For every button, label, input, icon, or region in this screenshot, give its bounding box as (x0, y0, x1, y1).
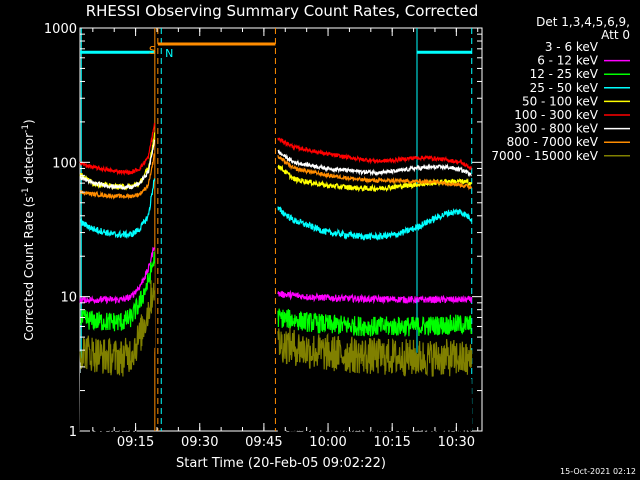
y-axis-label-exponent-2: -1 (21, 124, 31, 133)
x-tick-label-10-00: 10:00 (309, 435, 346, 450)
legend-label-3-6-kev: 3 - 6 keV (545, 40, 599, 54)
y-axis-label-main: Corrected Count Rate (s (22, 196, 36, 340)
x-tick-label-09-45: 09:45 (245, 435, 282, 450)
legend-label-300-800-kev: 300 - 800 keV (514, 122, 598, 136)
series-3-6-kev-seg-0 (79, 248, 156, 432)
series-6-12-kev-seg-1 (277, 289, 473, 305)
series-25-50-kev-seg-1 (277, 206, 473, 241)
legend-label-100-300-kev: 100 - 300 keV (514, 108, 598, 122)
series-lines (79, 122, 473, 432)
chart-title: RHESSI Observing Summary Count Rates, Co… (86, 2, 479, 20)
legend-header-attenuator: Att 0 (601, 28, 630, 42)
series-100-300-kev-seg-1 (277, 137, 473, 171)
y-tick-label-100: 100 (52, 156, 77, 171)
series-25-50-kev-seg-0 (80, 178, 156, 240)
y-tick-label-1: 1 (69, 425, 77, 440)
y-tick-label-1000: 1000 (44, 22, 77, 37)
legend-label-6-12-kev: 6 - 12 keV (537, 54, 599, 68)
series-300-800-kev-seg-0 (80, 139, 156, 191)
legend-label-800-7000-kev: 800 - 7000 keV (507, 135, 599, 149)
series-7000-15000-kev-seg-0 (79, 280, 156, 377)
y-axis-label-detector: detector (22, 133, 36, 188)
series-800-7000-kev-seg-0 (79, 153, 156, 200)
series-800-7000-kev-seg-1 (277, 155, 473, 191)
y-axis-label: Corrected Count Rate (s-1 detector-1) (21, 119, 36, 340)
y-tick-label-10: 10 (60, 291, 77, 306)
series-12-25-kev-seg-1 (277, 308, 473, 337)
x-tick-label-09-15: 09:15 (117, 435, 154, 450)
series-7000-15000-kev-seg-1 (277, 327, 473, 377)
x-tick-label-10-30: 10:30 (438, 435, 475, 450)
series-6-12-kev-seg-0 (79, 246, 156, 305)
x-axis-label: Start Time (20-Feb-05 09:02:22) (176, 456, 386, 471)
series-100-300-kev-seg-0 (79, 122, 156, 176)
x-tick-label-10-15: 10:15 (373, 435, 410, 450)
flag-label-n: N (165, 47, 173, 60)
axis-ticks: 09:15 09:30 09:45 10:00 10:15 10:30 1 10 100 1000 (44, 22, 482, 450)
footer-date: 15-Oct-2021 02:12 (560, 467, 636, 476)
y-axis-label-close: ) (22, 119, 36, 124)
y-axis-label-exponent-1: -1 (21, 187, 31, 196)
legend-label-12-25-kev: 12 - 25 keV (530, 67, 599, 81)
legend-label-50-100-kev: 50 - 100 keV (522, 94, 599, 108)
series-12-25-kev-seg-0 (79, 251, 156, 332)
legend-header-detectors: Det 1,3,4,5,6,9, (536, 15, 630, 29)
legend-label-7000-15000-kev: 7000 - 15000 keV (491, 149, 598, 163)
legend-label-25-50-kev: 25 - 50 keV (530, 81, 599, 95)
flag-label-s: S (149, 44, 156, 57)
x-tick-label-09-30: 09:30 (181, 435, 218, 450)
series-300-800-kev-seg-1 (277, 149, 472, 178)
